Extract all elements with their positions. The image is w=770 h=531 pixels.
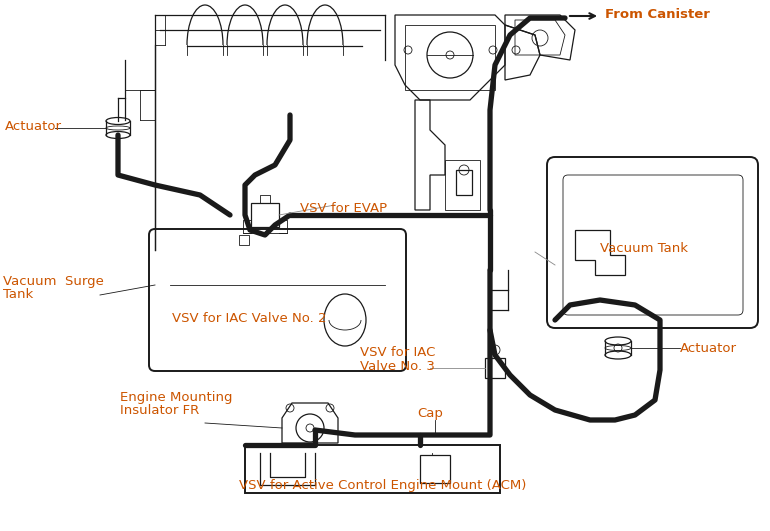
Text: VSV for IAC: VSV for IAC	[360, 347, 435, 359]
Text: Insulator FR: Insulator FR	[120, 405, 199, 417]
Text: Cap: Cap	[417, 407, 443, 421]
Text: Vacuum Tank: Vacuum Tank	[600, 242, 688, 254]
Text: Vacuum  Surge: Vacuum Surge	[3, 276, 104, 288]
Text: VSV for Active Control Engine Mount (ACM): VSV for Active Control Engine Mount (ACM…	[239, 478, 527, 492]
Text: From Canister: From Canister	[605, 7, 710, 21]
Text: Engine Mounting: Engine Mounting	[120, 391, 233, 405]
Text: VSV for IAC Valve No. 2: VSV for IAC Valve No. 2	[172, 312, 326, 324]
Text: Tank: Tank	[3, 288, 33, 302]
Text: VSV for EVAP: VSV for EVAP	[300, 201, 387, 215]
Text: Actuator: Actuator	[680, 341, 737, 355]
Text: Valve No. 3: Valve No. 3	[360, 361, 435, 373]
Text: Actuator: Actuator	[5, 119, 62, 133]
